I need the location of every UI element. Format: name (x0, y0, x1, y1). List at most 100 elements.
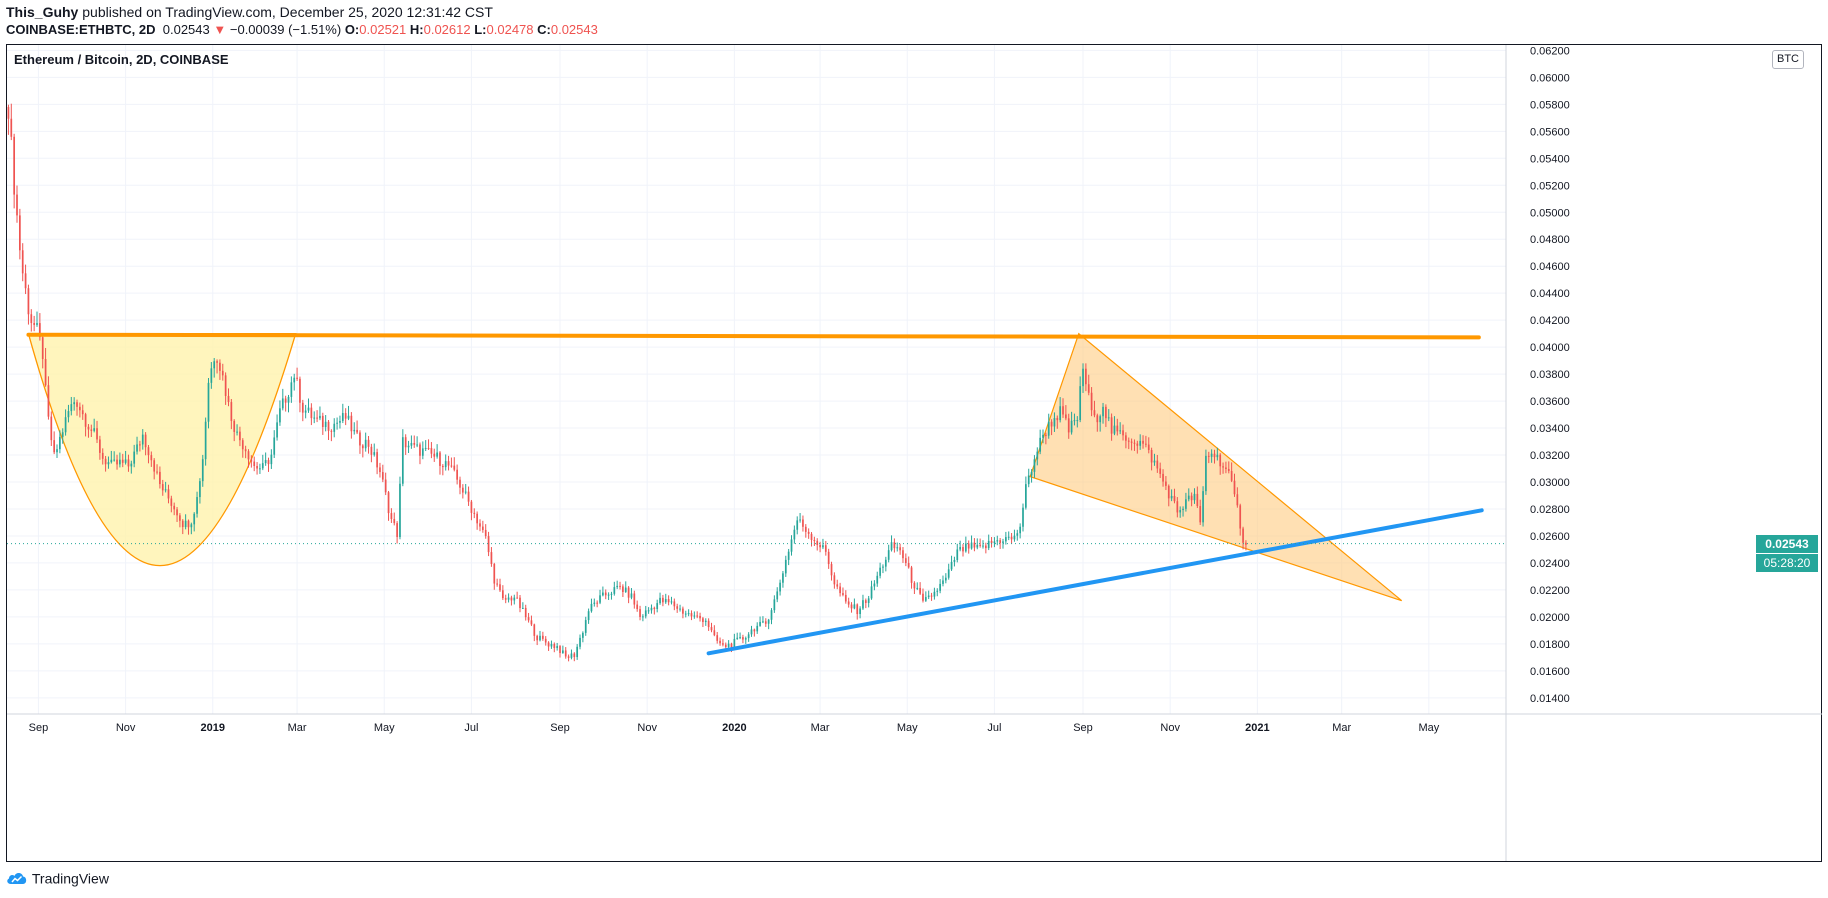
candle-body (573, 653, 576, 658)
candle-body (93, 428, 96, 431)
candle-body (1076, 420, 1079, 422)
candle-body (1053, 418, 1056, 427)
candle-body (930, 595, 933, 597)
candle-body (250, 459, 253, 462)
x-tick-label: Mar (1332, 722, 1351, 734)
candle-body (76, 402, 78, 407)
candle-body (161, 484, 164, 491)
candle-body (1027, 475, 1030, 485)
candle-body (836, 584, 839, 587)
axes: 0.06200 0.06000 0.05800 0.05600 0.05400 0.052… (7, 45, 1822, 861)
candle-body (90, 429, 93, 431)
candle-body (153, 460, 156, 472)
candle-body (167, 489, 170, 499)
candle-body (767, 619, 770, 624)
candle-body (513, 597, 516, 601)
resistance-line (26, 332, 1481, 340)
candle-body (339, 420, 341, 423)
candle-body (542, 635, 544, 639)
candle-body (1145, 443, 1147, 445)
symbol-label: COINBASE:ETHBTC, 2D (6, 22, 156, 37)
candle-body (1110, 417, 1113, 434)
candle-body (170, 498, 173, 506)
candle-body (350, 415, 353, 432)
candle-body (270, 454, 273, 465)
candle-body (384, 479, 387, 493)
candle-body (139, 444, 141, 446)
candle-body (307, 407, 310, 411)
candle-body (876, 575, 879, 584)
candle-body (610, 593, 613, 595)
low-label: L: (474, 22, 487, 37)
candle-body (341, 413, 344, 421)
candle-body (673, 601, 676, 607)
candle-body (670, 601, 673, 603)
candle-body (430, 448, 433, 454)
candle-body (1004, 537, 1007, 542)
candle-body (276, 422, 278, 438)
candle-body (479, 523, 481, 527)
currency-unit-badge[interactable]: BTC (1772, 50, 1804, 69)
x-tick-label: 2019 (201, 722, 225, 734)
candle-body (762, 621, 764, 623)
candle-body (922, 593, 924, 601)
candle-body (70, 404, 73, 412)
candle-body (899, 547, 901, 551)
y-tick-label: 0.05200 (1530, 180, 1570, 192)
candle-body (427, 447, 430, 449)
candle-body (636, 604, 639, 610)
high-label: H: (409, 22, 424, 37)
candle-body (133, 451, 136, 464)
candle-body (1096, 415, 1099, 423)
candle-body (519, 597, 521, 609)
candle-body (882, 566, 884, 568)
candle-body (13, 136, 16, 195)
candle-body (493, 563, 496, 584)
tradingview-cloud-icon (7, 873, 27, 885)
candles (7, 103, 1247, 662)
candle-body (742, 637, 744, 640)
candle-body (596, 602, 599, 604)
candle-body (1156, 460, 1159, 469)
candle-body (1042, 434, 1044, 438)
candle-body (190, 524, 193, 528)
candle-body (336, 422, 338, 424)
tradingview-logo[interactable]: TradingView (6, 869, 109, 889)
candle-body (896, 547, 899, 549)
candle-body (261, 463, 264, 469)
candle-body (507, 597, 510, 600)
candle-body (664, 599, 667, 603)
candle-body (1210, 453, 1213, 457)
candle-body (1113, 425, 1116, 434)
candle-body (584, 620, 587, 633)
candle-body (567, 656, 570, 658)
chart-frame (6, 44, 1822, 862)
candle-body (827, 551, 830, 565)
candle-body (1190, 495, 1193, 501)
candle-body (387, 492, 390, 514)
publisher-name[interactable]: This_Guhy (6, 4, 79, 20)
candle-body (1013, 535, 1016, 540)
y-tick-label: 0.05000 (1530, 207, 1570, 219)
candle-body (907, 563, 910, 568)
candle-body (842, 593, 844, 595)
candle-body (1045, 434, 1047, 436)
candle-body (524, 607, 527, 618)
candle-body (1165, 481, 1167, 486)
candle-body (207, 382, 210, 422)
candle-body (1050, 421, 1053, 427)
candle-body (39, 323, 41, 338)
candle-body (204, 421, 207, 460)
candle-body (547, 642, 550, 647)
candle-body (844, 594, 847, 602)
candle-body (1153, 460, 1156, 463)
candle-body (773, 599, 776, 611)
candle-body (784, 559, 787, 574)
open-value: 0.02521 (359, 22, 407, 37)
candle-body (413, 442, 416, 445)
candle-body (376, 452, 378, 468)
candle-body (164, 489, 167, 491)
candle-body (179, 515, 181, 521)
candle-body (807, 531, 810, 534)
